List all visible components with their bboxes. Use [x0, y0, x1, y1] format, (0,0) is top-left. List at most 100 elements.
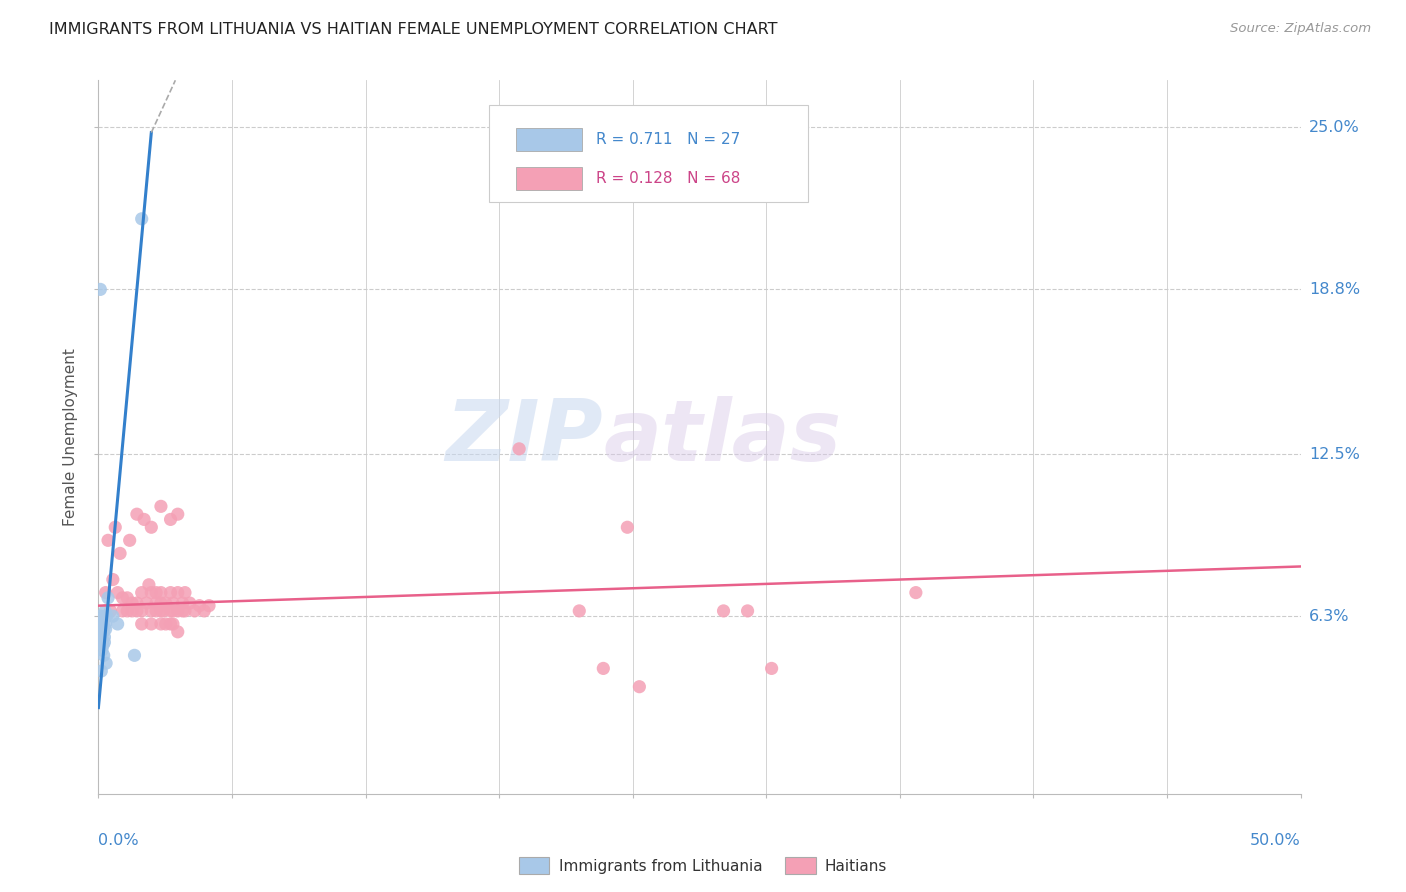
- Point: [100, 604, 122, 618]
- Point: [93, 624, 115, 639]
- Point: [592, 661, 614, 675]
- Bar: [516, 128, 582, 151]
- Point: [94, 656, 117, 670]
- Point: [713, 604, 735, 618]
- Point: [159, 585, 181, 599]
- Point: [198, 599, 221, 613]
- Point: [107, 585, 129, 599]
- Point: [94, 585, 117, 599]
- Point: [508, 442, 530, 456]
- Point: [145, 596, 167, 610]
- Point: [124, 648, 146, 663]
- Point: [89, 609, 111, 624]
- Point: [94, 622, 117, 636]
- Point: [90, 617, 112, 632]
- Point: [155, 617, 177, 632]
- Point: [107, 617, 129, 632]
- Text: 50.0%: 50.0%: [1250, 833, 1301, 848]
- Point: [91, 622, 114, 636]
- Point: [172, 596, 194, 610]
- Point: [90, 622, 112, 636]
- Point: [125, 604, 148, 618]
- Bar: [516, 168, 582, 190]
- Point: [104, 520, 127, 534]
- Text: IMMIGRANTS FROM LITHUANIA VS HAITIAN FEMALE UNEMPLOYMENT CORRELATION CHART: IMMIGRANTS FROM LITHUANIA VS HAITIAN FEM…: [49, 22, 778, 37]
- Text: 18.8%: 18.8%: [1309, 282, 1360, 297]
- Point: [93, 630, 115, 644]
- Point: [141, 520, 163, 534]
- Text: R = 0.711   N = 27: R = 0.711 N = 27: [596, 132, 741, 147]
- Point: [166, 585, 188, 599]
- Point: [93, 648, 115, 663]
- Point: [94, 609, 117, 624]
- Point: [135, 596, 157, 610]
- Point: [108, 546, 131, 560]
- Point: [159, 512, 181, 526]
- Text: 12.5%: 12.5%: [1309, 447, 1360, 461]
- Text: 25.0%: 25.0%: [1309, 120, 1360, 135]
- Point: [90, 630, 112, 644]
- Point: [174, 585, 197, 599]
- Point: [121, 596, 143, 610]
- Point: [628, 680, 651, 694]
- Point: [90, 612, 112, 626]
- Point: [91, 638, 114, 652]
- Point: [166, 604, 188, 618]
- Point: [121, 604, 143, 618]
- Point: [183, 604, 205, 618]
- Text: 6.3%: 6.3%: [1309, 608, 1350, 624]
- Point: [141, 585, 163, 599]
- Point: [761, 661, 783, 675]
- Point: [111, 604, 134, 618]
- Point: [174, 604, 197, 618]
- Point: [141, 604, 163, 618]
- Y-axis label: Female Unemployment: Female Unemployment: [63, 348, 79, 526]
- Point: [90, 664, 112, 678]
- Point: [91, 617, 114, 632]
- Point: [616, 520, 638, 534]
- Point: [166, 507, 188, 521]
- Point: [89, 282, 111, 296]
- Point: [125, 507, 148, 521]
- Point: [904, 585, 927, 599]
- Point: [149, 500, 172, 514]
- Point: [172, 604, 194, 618]
- Point: [162, 617, 184, 632]
- Legend: Immigrants from Lithuania, Haitians: Immigrants from Lithuania, Haitians: [513, 851, 893, 880]
- Point: [179, 596, 201, 610]
- Point: [101, 609, 124, 624]
- Point: [118, 533, 141, 548]
- Text: Source: ZipAtlas.com: Source: ZipAtlas.com: [1230, 22, 1371, 36]
- Point: [188, 599, 211, 613]
- Text: 0.0%: 0.0%: [98, 833, 139, 848]
- Point: [737, 604, 759, 618]
- Point: [149, 585, 172, 599]
- Point: [162, 604, 184, 618]
- Point: [159, 617, 181, 632]
- Point: [568, 604, 591, 618]
- Point: [131, 211, 153, 226]
- Point: [149, 596, 172, 610]
- Point: [162, 596, 184, 610]
- Point: [132, 512, 155, 526]
- Text: ZIP: ZIP: [446, 395, 603, 479]
- Point: [166, 624, 188, 639]
- Point: [145, 604, 167, 618]
- Point: [193, 604, 215, 618]
- Point: [91, 643, 114, 657]
- Point: [131, 617, 153, 632]
- Point: [117, 604, 139, 618]
- Point: [145, 585, 167, 599]
- Point: [117, 591, 139, 605]
- Point: [155, 596, 177, 610]
- Point: [97, 591, 120, 605]
- Point: [94, 617, 117, 632]
- Point: [97, 533, 120, 548]
- Point: [149, 604, 172, 618]
- Point: [149, 617, 172, 632]
- Point: [101, 573, 124, 587]
- Text: R = 0.128   N = 68: R = 0.128 N = 68: [596, 171, 741, 186]
- Point: [96, 609, 118, 624]
- Point: [94, 604, 117, 618]
- Point: [131, 604, 153, 618]
